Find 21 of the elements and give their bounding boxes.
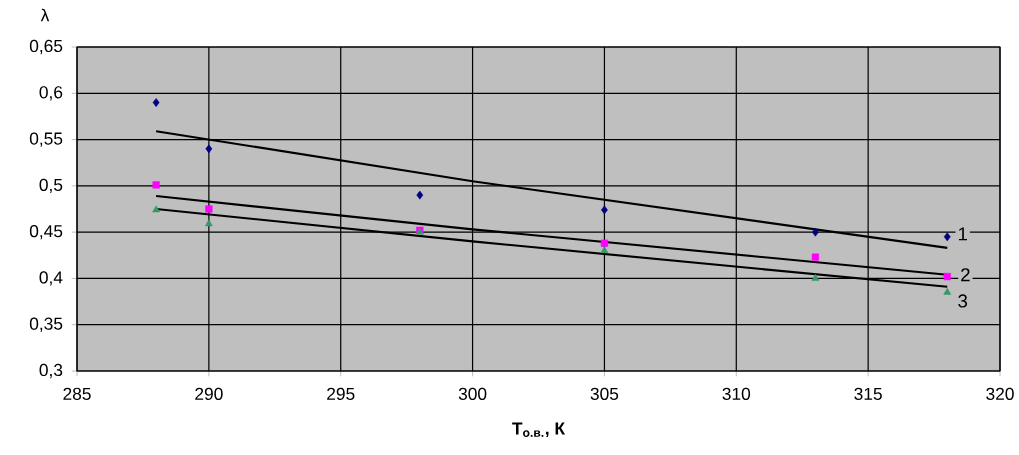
y-tick-label: 0,45: [29, 224, 63, 240]
x-tick-label: 290: [195, 387, 223, 400]
y-tick-label: 0,35: [29, 317, 63, 332]
annotation: 2: [961, 268, 970, 282]
y-tick-label: 0,4: [39, 271, 63, 286]
x-tick-label: 285: [63, 387, 91, 400]
y-tick-label: 0,3: [39, 363, 63, 379]
annotation: 3: [958, 294, 968, 308]
y-tick-label: 0,65: [29, 39, 63, 55]
x-tick-label: 315: [854, 387, 882, 400]
y-tick-label: 0,55: [29, 132, 63, 147]
annotation: 1: [958, 227, 967, 241]
x-tick-label: 295: [327, 387, 355, 400]
x-tick-label: 310: [722, 387, 751, 400]
x-tick-label: 300: [458, 387, 487, 400]
y-tick-label: 0,6: [39, 86, 63, 101]
y-axis-title: λ: [40, 8, 50, 22]
x-tick-label: 305: [590, 387, 619, 400]
x-axis-title: Т$_{о.в.}$, К: [512, 422, 566, 438]
y-tick-label: 0,5: [39, 178, 63, 194]
x-tick-label: 320: [986, 387, 1014, 400]
